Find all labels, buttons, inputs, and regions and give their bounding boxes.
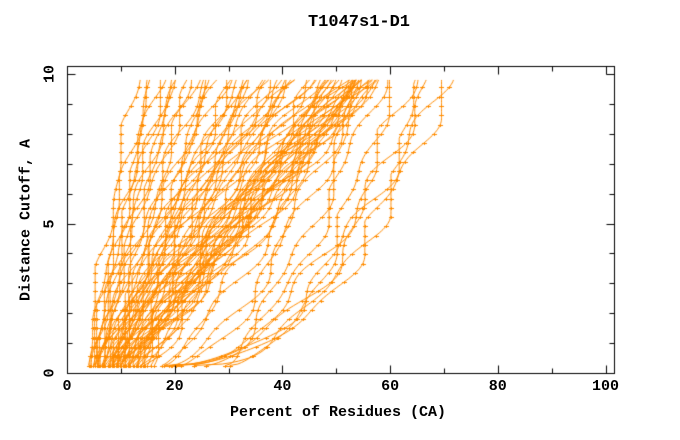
x-axis-label: Percent of Residues (CA) [229, 404, 447, 421]
x-tick-label: 60 [381, 378, 400, 395]
y-tick-label: 0 [41, 368, 59, 378]
y-tick-label: 5 [41, 218, 59, 229]
chart-title: T1047s1-D1 [307, 13, 411, 32]
x-tick-label: 0 [62, 378, 72, 395]
y-tick-label: 10 [41, 64, 59, 84]
x-tick-label: 100 [591, 378, 620, 395]
y-axis-label: Distance Cutoff, A [17, 138, 35, 302]
x-tick-label: 80 [488, 378, 507, 395]
x-tick-label: 40 [273, 378, 292, 395]
x-tick-label: 20 [165, 378, 184, 395]
